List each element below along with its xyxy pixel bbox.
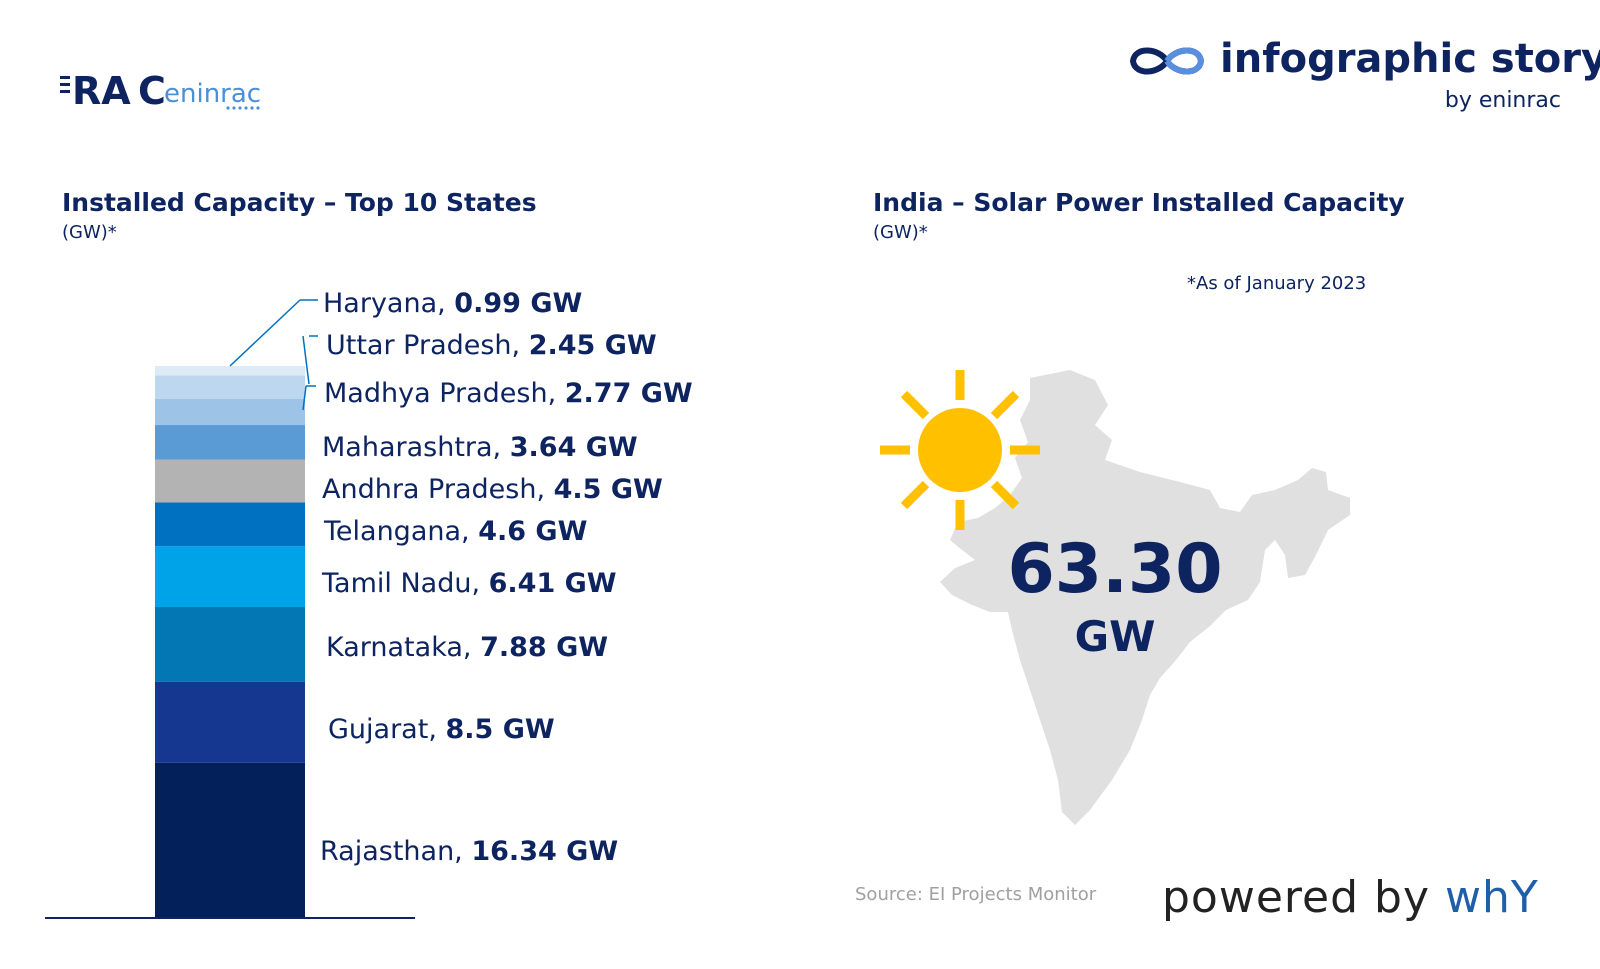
- segment-name: Tamil Nadu,: [322, 568, 489, 599]
- why-brand: whY: [1444, 872, 1539, 923]
- segment-value: 3.64 GW: [509, 432, 638, 463]
- bar-segment-andhra-pradesh: [155, 459, 305, 503]
- leader-line-madhya-pradesh: [302, 385, 307, 411]
- segment-name: Haryana,: [323, 288, 455, 319]
- bar-segment-maharashtra: [155, 425, 305, 460]
- brand-subtitle: by eninrac: [1444, 88, 1561, 113]
- sun-icon: [880, 370, 1040, 530]
- segment-label-maharashtra: Maharashtra, 3.64 GW: [322, 434, 638, 461]
- bar-segment-gujarat: [155, 681, 305, 763]
- segment-label-rajasthan: Rajasthan, 16.34 GW: [320, 838, 618, 865]
- segment-name: Uttar Pradesh,: [326, 330, 529, 361]
- segment-value: 2.45 GW: [528, 330, 657, 361]
- segment-label-madhya-pradesh: Madhya Pradesh, 2.77 GW: [324, 380, 693, 407]
- segment-value: 8.5 GW: [445, 714, 555, 745]
- india-map: [880, 370, 1350, 825]
- infographic-story-logo: infographic story by eninrac: [1125, 36, 1600, 121]
- source-note: Source: EI Projects Monitor: [855, 884, 1097, 905]
- eninrac-logo: RA C eninrac: [60, 69, 261, 112]
- bar-segment-haryana: [155, 366, 305, 376]
- segment-name: Karnataka,: [326, 632, 481, 663]
- left-chart-unit: (GW)*: [62, 222, 117, 243]
- leader-line-uttar-pradesh: [302, 335, 310, 385]
- brand-title: infographic story: [1220, 36, 1600, 82]
- bar-segment-madhya-pradesh: [155, 398, 305, 426]
- date-note: *As of January 2023: [1187, 273, 1367, 294]
- left-chart-title: Installed Capacity – Top 10 States: [62, 188, 537, 217]
- segment-value: 6.41 GW: [488, 568, 617, 599]
- segment-value: 0.99 GW: [454, 288, 583, 319]
- powered-by-text: powered by: [1162, 872, 1445, 923]
- bar-segment-uttar-pradesh: [155, 375, 305, 399]
- segment-label-karnataka: Karnataka, 7.88 GW: [326, 634, 608, 661]
- right-chart-unit: (GW)*: [873, 222, 928, 243]
- segment-name: Madhya Pradesh,: [324, 378, 565, 409]
- segment-label-tamil-nadu: Tamil Nadu, 6.41 GW: [322, 570, 617, 597]
- segment-name: Andhra Pradesh,: [322, 474, 554, 505]
- bar-segment-karnataka: [155, 607, 305, 682]
- segment-label-telangana: Telangana, 4.6 GW: [324, 518, 587, 545]
- bar-segment-rajasthan: [155, 762, 305, 918]
- segment-value: 16.34 GW: [471, 836, 619, 867]
- india-shape: [940, 370, 1350, 825]
- segment-label-haryana: Haryana, 0.99 GW: [323, 290, 582, 317]
- segment-label-gujarat: Gujarat, 8.5 GW: [328, 716, 555, 743]
- infinity-icon: [1129, 47, 1205, 75]
- segment-name: Gujarat,: [328, 714, 446, 745]
- segment-value: 4.5 GW: [553, 474, 663, 505]
- segment-value: 7.88 GW: [480, 632, 609, 663]
- svg-text:C: C: [138, 69, 166, 112]
- svg-text:RA: RA: [72, 69, 131, 112]
- segment-name: Maharashtra,: [322, 432, 510, 463]
- powered-by-logo: powered by whY: [1162, 872, 1539, 923]
- segment-value: 2.77 GW: [564, 378, 693, 409]
- segment-name: Telangana,: [324, 516, 479, 547]
- total-capacity-value: 63.30: [1007, 530, 1223, 609]
- total-capacity-unit: GW: [1074, 612, 1156, 661]
- segment-name: Rajasthan,: [320, 836, 472, 867]
- leader-line-haryana: [229, 299, 301, 367]
- stacked-bar-chart: [45, 299, 415, 919]
- right-chart-title: India – Solar Power Installed Capacity: [873, 188, 1405, 217]
- bar-segment-telangana: [155, 502, 305, 547]
- segment-value: 4.6 GW: [478, 516, 588, 547]
- segment-label-andhra-pradesh: Andhra Pradesh, 4.5 GW: [322, 476, 663, 503]
- segment-label-uttar-pradesh: Uttar Pradesh, 2.45 GW: [326, 332, 657, 359]
- svg-text:eninrac: eninrac: [164, 79, 261, 109]
- bar-segment-tamil-nadu: [155, 546, 305, 608]
